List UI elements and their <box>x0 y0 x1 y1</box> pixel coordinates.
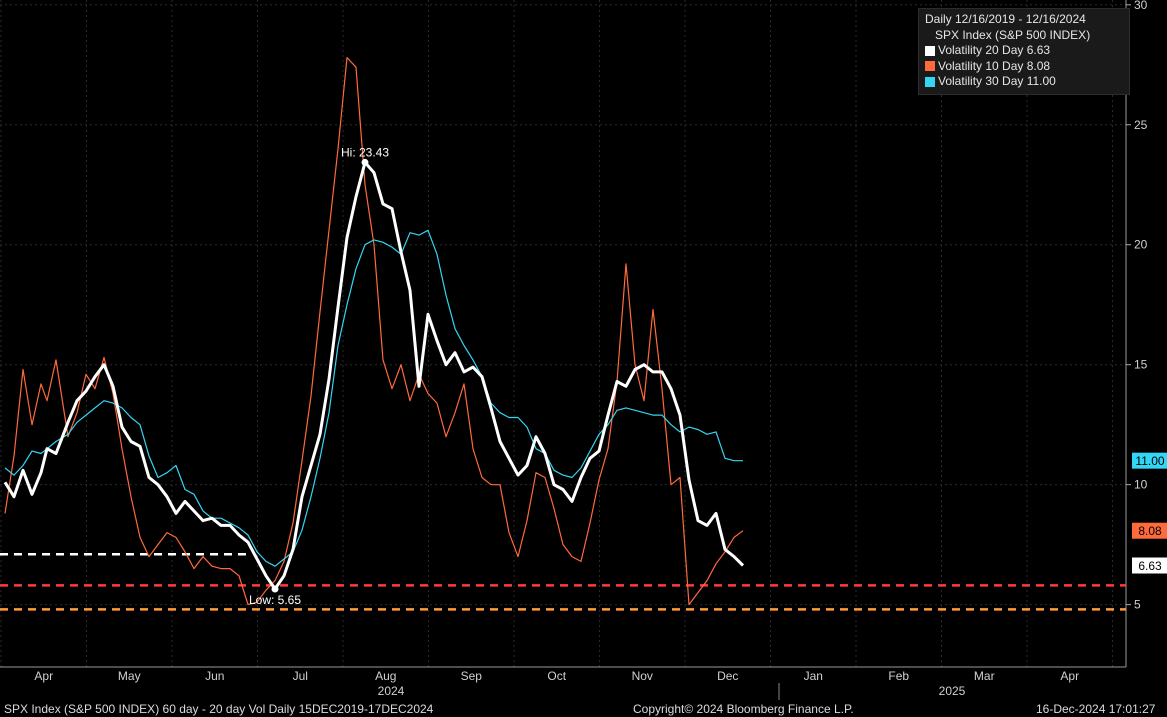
x-tick-label: Mar <box>974 669 995 683</box>
legend-entry-20d: Volatility 20 Day 6.63 <box>925 43 1123 59</box>
annotation-marker <box>361 158 369 166</box>
x-tick-label: Apr <box>34 669 53 683</box>
y-tick-label: 15 <box>1134 358 1148 372</box>
annotation-label: Low: 5.65 <box>249 593 301 607</box>
x-tick-label: Jun <box>205 669 224 683</box>
y-tick-label: 20 <box>1134 238 1148 252</box>
footer-timestamp: 16-Dec-2024 17:01:27 <box>1036 702 1156 716</box>
legend-entry-10d: Volatility 10 Day 8.08 <box>925 59 1123 75</box>
x-tick-label: Jan <box>804 669 823 683</box>
legend-subtitle: SPX Index (S&P 500 INDEX) <box>935 27 1091 42</box>
x-tick-label: May <box>118 669 141 683</box>
last-value-label: 11.00 <box>1135 454 1164 468</box>
x-tick-label: Apr <box>1060 669 1079 683</box>
last-value-tag <box>1132 557 1167 574</box>
y-tick-label: 5 <box>1134 598 1141 612</box>
legend-entry-30d: Volatility 30 Day 11.00 <box>925 74 1123 90</box>
chart-legend: Daily 12/16/2019 - 12/16/2024 SPX Index … <box>918 8 1130 95</box>
x-tick-label: Jul <box>293 669 308 683</box>
chart-canvas: Apr May Jun Jul Aug Sep Oct Nov Dec Jan Feb Mar Apr 2… <box>0 0 1167 700</box>
legend-label-10d: Volatility 10 Day 8.08 <box>938 58 1051 73</box>
x-year-label: 2025 <box>939 684 966 698</box>
chart-footer: SPX Index (S&P 500 INDEX) 60 day - 20 da… <box>0 700 1167 717</box>
y-tick-label: 25 <box>1134 118 1148 132</box>
footer-description: SPX Index (S&P 500 INDEX) 60 day - 20 da… <box>4 702 434 716</box>
x-tick-label: Dec <box>717 669 738 683</box>
series-line-volatility-30-day <box>4 229 743 567</box>
x-tick-label: Oct <box>547 669 566 683</box>
x-year-label: 2024 <box>378 684 405 698</box>
annotation-marker <box>271 585 279 593</box>
legend-swatch-30d <box>925 76 935 87</box>
last-value-label: 6.63 <box>1138 559 1162 573</box>
legend-swatch-20d <box>925 45 935 56</box>
y-tick-label: 30 <box>1134 0 1148 12</box>
x-tick-label: Sep <box>461 669 483 683</box>
series-line-volatility-10-day <box>4 57 744 606</box>
last-value-tag <box>1132 452 1167 469</box>
series-line-volatility-20-day <box>3 160 745 591</box>
y-tick-label: 10 <box>1134 478 1148 492</box>
annotation-label: Hi: 23.43 <box>341 145 389 159</box>
last-value-label: 8.08 <box>1138 524 1162 538</box>
x-tick-label: Aug <box>375 669 396 683</box>
x-tick-label: Nov <box>632 669 653 683</box>
legend-label-20d: Volatility 20 Day 6.63 <box>938 43 1051 57</box>
last-value-tag <box>1132 522 1167 539</box>
legend-title: Daily 12/16/2019 - 12/16/2024 <box>925 12 1086 26</box>
legend-swatch-10d <box>925 61 935 72</box>
legend-label-30d: Volatility 30 Day 11.00 <box>938 74 1056 88</box>
footer-copyright: Copyright© 2024 Bloomberg Finance L.P. <box>633 702 854 716</box>
x-tick-label: Feb <box>888 669 909 683</box>
